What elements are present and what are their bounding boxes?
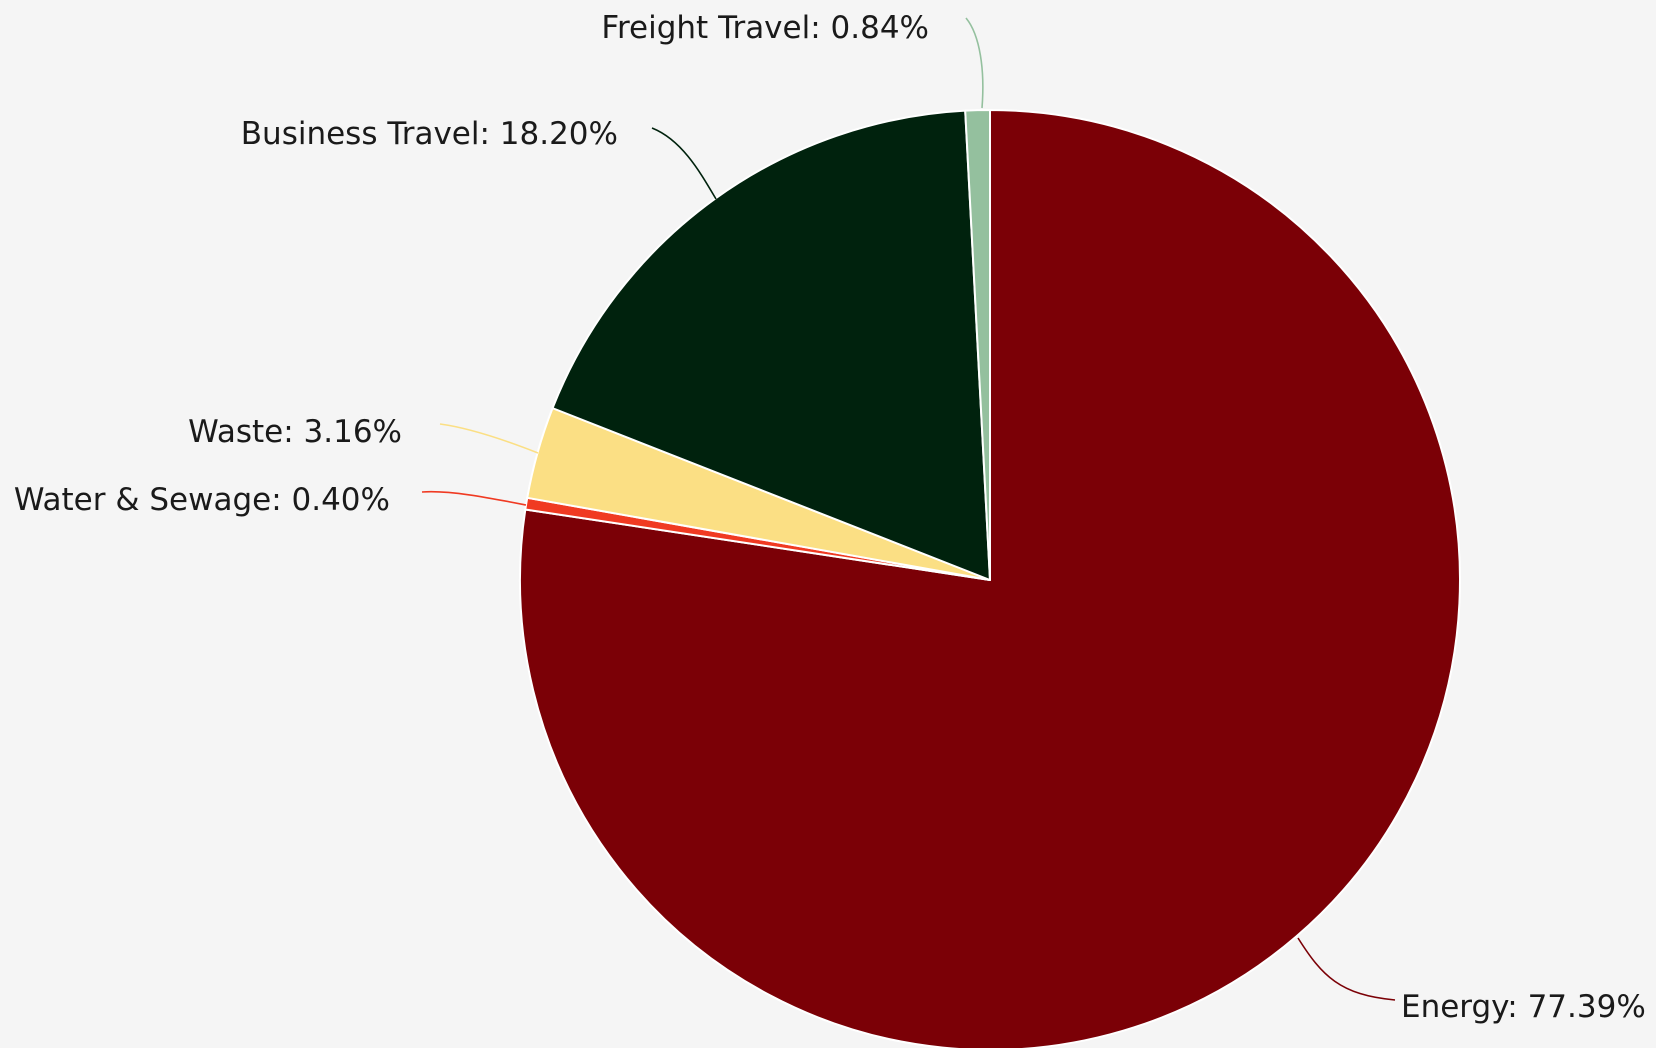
connector-freight-travel (965, 17, 984, 109)
slice-labels: Energy: 77.39% Water & Sewage: 0.40% Waste… (14, 10, 1646, 1025)
connector-business-travel (651, 127, 717, 200)
label-connectors (421, 17, 1396, 1001)
connector-water-and-sewage (421, 490, 527, 506)
slice-label-waste: Waste: 3.16% (188, 414, 402, 450)
connector-waste (439, 423, 539, 454)
pie-slice-freight-travel[interactable] (964, 108, 991, 581)
pie-slices (518, 108, 1461, 1048)
slice-label-freight-travel: Freight Travel: 0.84% (601, 10, 929, 46)
slice-label-energy: Energy: 77.39% (1401, 989, 1646, 1025)
pie-slice-energy[interactable] (518, 109, 1461, 1048)
slice-label-water-and-sewage: Water & Sewage: 0.40% (14, 482, 390, 518)
slice-label-business-travel: Business Travel: 18.20% (241, 116, 618, 152)
connector-energy (1297, 937, 1396, 1001)
